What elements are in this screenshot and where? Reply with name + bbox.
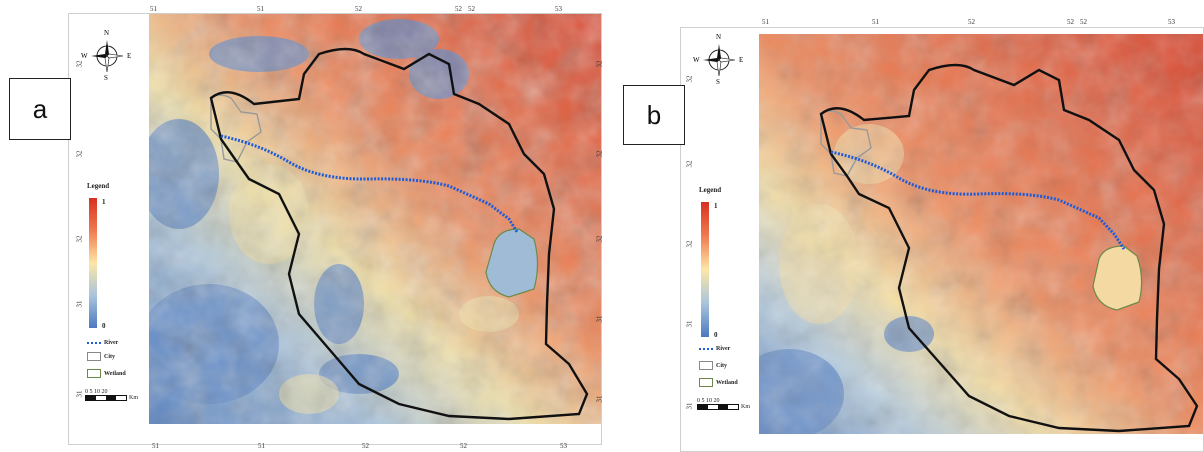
compass-e: E (127, 52, 132, 60)
tick-bottom: 51 (258, 442, 265, 450)
legend-max: 1 (102, 198, 106, 206)
tick-left: 32 (75, 60, 84, 68)
compass-s: S (716, 78, 720, 86)
compass-w: W (693, 56, 700, 64)
legend-title: Legend (87, 182, 110, 190)
legend-city: City (87, 352, 115, 361)
tick-top: 53 (1168, 18, 1175, 26)
panel-label-a: a (9, 78, 71, 140)
tick-left: 32 (75, 150, 84, 158)
tick-top: 52 (355, 5, 362, 13)
tick-bottom: 52 (460, 442, 467, 450)
legend-color-ramp (701, 202, 709, 337)
basin-boundary (209, 47, 589, 421)
compass-e: E (739, 56, 744, 64)
tick-top: 52 (968, 18, 975, 26)
tick-left: 31 (685, 402, 694, 410)
legend-wetland: Wetland (87, 369, 126, 378)
compass-rose-icon (703, 44, 736, 77)
tick-left: 31 (75, 390, 84, 398)
tick-top: 51 (150, 5, 157, 13)
tick-left: 32 (685, 240, 694, 248)
tick-top: 53 (555, 5, 562, 13)
wetland-swatch-icon (699, 378, 713, 387)
scale-bar: 0 5 10 20 Km (697, 398, 750, 410)
wetland-swatch-icon (87, 369, 101, 378)
tick-left: 32 (685, 75, 694, 83)
legend-min: 0 (102, 322, 106, 330)
legend-title: Legend (699, 186, 722, 194)
legend-wetland: Wetland (699, 378, 738, 387)
legend-river: River (87, 340, 118, 346)
river-swatch-icon (699, 348, 713, 350)
tick-top: 52 (468, 5, 475, 13)
tick-top: 52 (1067, 18, 1074, 26)
legend-min: 0 (714, 331, 718, 339)
tick-right: 32 (595, 150, 604, 158)
legend-column: N S E W Legend 1 0 River City Wetland 0 … (681, 28, 761, 451)
basin-boundary (819, 63, 1199, 433)
river-line (830, 150, 1126, 250)
tick-left: 31 (75, 300, 84, 308)
tick-bottom: 51 (152, 442, 159, 450)
tick-top: 52 (1080, 18, 1087, 26)
map-panel-a: N S E W Legend 1 0 River City Wetland 0 … (68, 13, 602, 445)
legend-city: City (699, 361, 727, 370)
tick-top: 51 (872, 18, 879, 26)
legend-color-ramp (89, 198, 97, 328)
compass-rose-icon (91, 40, 124, 73)
tick-bottom: 52 (362, 442, 369, 450)
legend-river: River (699, 346, 730, 352)
compass-n: N (104, 29, 110, 37)
compass-w: W (81, 52, 88, 60)
tick-top: 51 (257, 5, 264, 13)
suitability-map-b (759, 34, 1203, 434)
compass-s: S (104, 74, 108, 82)
suitability-map-a (149, 14, 601, 424)
tick-right: 31 (595, 395, 604, 403)
tick-bottom: 53 (560, 442, 567, 450)
river-line (220, 134, 519, 233)
tick-top: 51 (762, 18, 769, 26)
tick-left: 31 (685, 320, 694, 328)
city-swatch-icon (87, 352, 101, 361)
wetland-area (485, 228, 539, 298)
compass-n: N (716, 33, 722, 41)
tick-right: 31 (595, 315, 604, 323)
tick-top: 52 (455, 5, 462, 13)
river-swatch-icon (87, 342, 101, 344)
map-panel-b: N S E W Legend 1 0 River City Wetland 0 … (680, 27, 1204, 452)
legend-column: N S E W Legend 1 0 River City Wetland 0 … (69, 14, 149, 444)
legend-max: 1 (714, 202, 718, 210)
tick-left: 32 (75, 235, 84, 243)
tick-right: 32 (595, 235, 604, 243)
tick-left: 32 (685, 160, 694, 168)
panel-label-b: b (623, 85, 685, 145)
wetland-area (1092, 245, 1143, 311)
tick-right: 32 (595, 60, 604, 68)
scale-bar: 0 5 10 20 Km (85, 389, 138, 401)
city-swatch-icon (699, 361, 713, 370)
